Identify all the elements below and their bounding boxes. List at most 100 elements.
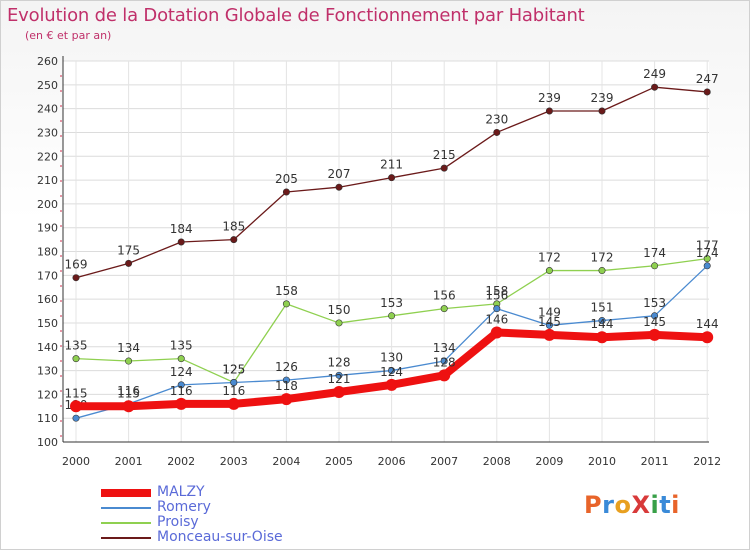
data-label: 146 xyxy=(485,312,508,326)
chart-subtitle: (en € et par an) xyxy=(25,29,112,42)
x-tick-label: 2008 xyxy=(483,455,511,468)
y-tick-label: 100 xyxy=(37,436,58,449)
legend-label: MALZY xyxy=(157,484,205,500)
data-point xyxy=(648,328,661,341)
data-point xyxy=(651,83,659,91)
y-tick-label: 190 xyxy=(37,222,58,235)
data-point xyxy=(385,378,398,391)
data-point xyxy=(701,331,714,344)
data-point xyxy=(703,255,711,263)
data-point xyxy=(703,88,711,96)
chart-legend: MALZY Romery Proisy Monceau-sur-Oise xyxy=(101,485,283,545)
data-label: 116 xyxy=(222,384,245,398)
data-label: 175 xyxy=(117,243,140,257)
data-point xyxy=(545,321,553,329)
data-point xyxy=(177,355,185,363)
data-label: 124 xyxy=(380,365,403,379)
data-label: 135 xyxy=(170,339,193,353)
data-label: 156 xyxy=(433,289,456,303)
y-tick-label: 200 xyxy=(37,198,58,211)
legend-item: Romery xyxy=(101,500,283,515)
data-label: 158 xyxy=(485,284,508,298)
data-point xyxy=(177,238,185,246)
data-point xyxy=(543,328,556,341)
data-label: 116 xyxy=(170,384,193,398)
data-point xyxy=(230,378,238,386)
legend-label: Proisy xyxy=(157,514,199,530)
data-point xyxy=(545,267,553,275)
logo-letter: X xyxy=(631,491,651,519)
x-tick-label: 2012 xyxy=(693,455,721,468)
data-point xyxy=(493,128,501,136)
data-label: 130 xyxy=(380,351,403,365)
logo-letter: i xyxy=(650,491,660,519)
data-label: 174 xyxy=(696,246,719,260)
data-label: 153 xyxy=(643,296,666,310)
data-label: 128 xyxy=(433,355,456,369)
data-point xyxy=(651,262,659,270)
data-label: 153 xyxy=(380,296,403,310)
data-point xyxy=(282,300,290,308)
legend-label: Romery xyxy=(157,499,211,515)
data-point xyxy=(125,259,133,267)
data-point xyxy=(493,305,501,313)
y-tick-label: 180 xyxy=(37,246,58,259)
data-point xyxy=(490,326,503,339)
data-label: 115 xyxy=(117,386,140,400)
data-label: 128 xyxy=(328,355,351,369)
legend-swatch xyxy=(101,506,151,509)
data-label: 207 xyxy=(328,167,351,181)
data-point xyxy=(440,357,448,365)
data-label: 125 xyxy=(222,362,245,376)
x-tick-label: 2010 xyxy=(588,455,616,468)
data-point xyxy=(545,107,553,115)
y-tick-label: 120 xyxy=(37,388,58,401)
data-label: 230 xyxy=(485,112,508,126)
logo-letter: t xyxy=(659,491,672,519)
data-label: 126 xyxy=(275,360,298,374)
y-tick-label: 240 xyxy=(37,103,58,116)
data-point xyxy=(651,312,659,320)
legend-swatch xyxy=(101,536,151,539)
y-tick-label: 220 xyxy=(37,150,58,163)
data-label: 124 xyxy=(170,365,193,379)
y-tick-label: 230 xyxy=(37,126,58,139)
data-label: 144 xyxy=(591,317,614,331)
data-point xyxy=(125,357,133,365)
data-label: 215 xyxy=(433,148,456,162)
data-point xyxy=(388,312,396,320)
data-point xyxy=(335,319,343,327)
data-label: 156 xyxy=(485,289,508,303)
data-label: 205 xyxy=(275,172,298,186)
data-label: 174 xyxy=(643,246,666,260)
legend-swatch xyxy=(101,521,151,524)
data-label: 118 xyxy=(275,379,298,393)
data-label: 116 xyxy=(117,384,140,398)
data-label: 239 xyxy=(591,91,614,105)
proxiti-logo: ProXiti xyxy=(584,491,680,519)
y-tick-label: 150 xyxy=(37,317,58,330)
data-point xyxy=(388,174,396,182)
data-label: 115 xyxy=(65,386,88,400)
logo-letter: r xyxy=(602,491,615,519)
data-point xyxy=(122,400,135,413)
data-label: 145 xyxy=(643,315,666,329)
data-point xyxy=(335,371,343,379)
x-tick-label: 2001 xyxy=(115,455,143,468)
data-label: 172 xyxy=(538,251,561,265)
legend-label: Monceau-sur-Oise xyxy=(157,529,283,545)
data-point xyxy=(175,397,188,410)
x-tick-label: 2000 xyxy=(62,455,90,468)
data-point xyxy=(438,369,451,382)
data-label: 177 xyxy=(696,239,719,253)
data-point xyxy=(72,355,80,363)
x-tick-label: 2005 xyxy=(325,455,353,468)
data-point xyxy=(440,164,448,172)
y-tick-label: 110 xyxy=(37,412,58,425)
data-point xyxy=(440,305,448,313)
data-label: 169 xyxy=(65,258,88,272)
data-point xyxy=(333,385,345,398)
logo-letter: P xyxy=(584,491,603,519)
data-point xyxy=(596,331,608,344)
data-label: 249 xyxy=(643,67,666,81)
